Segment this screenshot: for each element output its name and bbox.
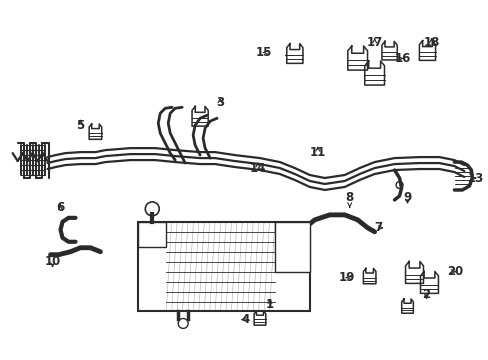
Bar [138, 222, 166, 247]
Text: 9: 9 [403, 192, 411, 204]
Text: 1: 1 [265, 298, 273, 311]
Text: 6: 6 [56, 201, 64, 215]
Text: 16: 16 [394, 52, 410, 65]
Text: 4: 4 [241, 313, 249, 326]
Text: 15: 15 [255, 46, 271, 59]
Text: 3: 3 [216, 96, 224, 109]
Text: 2: 2 [422, 288, 429, 301]
Text: 8: 8 [345, 192, 353, 207]
Text: 10: 10 [44, 255, 61, 268]
Text: 14: 14 [249, 162, 265, 175]
Text: 13: 13 [467, 171, 483, 185]
Text: 18: 18 [423, 36, 439, 49]
Bar [138, 222, 309, 311]
Text: 17: 17 [366, 36, 382, 49]
Text: 19: 19 [338, 271, 354, 284]
Bar [274, 222, 309, 272]
Text: 5: 5 [76, 119, 84, 132]
Text: 11: 11 [309, 145, 325, 159]
Text: 7: 7 [374, 221, 382, 234]
Text: 12: 12 [0, 359, 1, 360]
Text: 20: 20 [447, 265, 463, 278]
